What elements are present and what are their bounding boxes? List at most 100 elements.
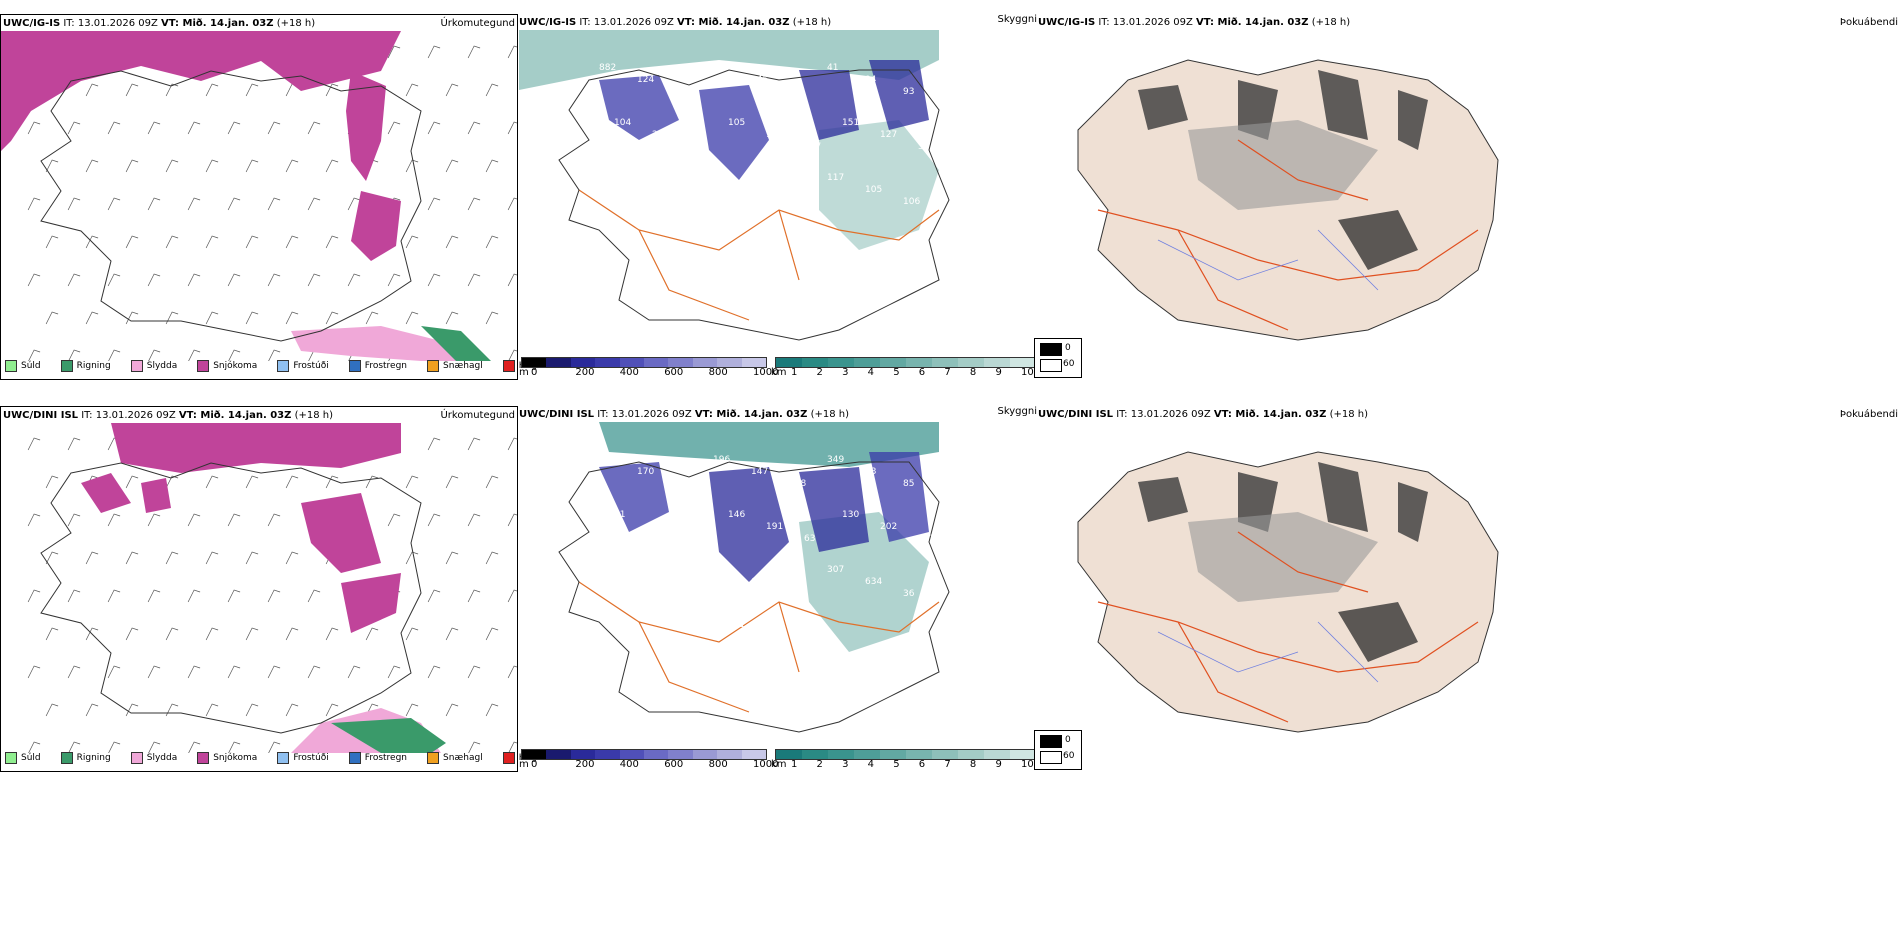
wind-barb — [285, 159, 299, 173]
wind-barb — [147, 513, 161, 527]
colorbar-tick: 200 — [575, 759, 595, 770]
colorbar-segment — [595, 750, 620, 759]
colorbar-tick: 800 — [708, 367, 728, 378]
colorbar-segment — [692, 358, 718, 367]
wind-barb — [245, 551, 259, 565]
wind-barb — [245, 83, 259, 97]
wind-barb — [147, 273, 161, 287]
colorbar-segment — [668, 750, 693, 759]
legend-swatch — [348, 360, 361, 372]
wind-barb — [107, 273, 121, 287]
wind-barb — [405, 311, 419, 325]
panel-type-title: Úrkomutegund — [440, 410, 515, 421]
wind-barb — [205, 703, 219, 717]
cloud-base-label: 196 — [713, 455, 730, 465]
cloud-base-label: 130 — [842, 510, 859, 520]
colorbar-segment — [546, 358, 571, 367]
colorbar-tick: 1000 — [753, 759, 779, 770]
fog-dark-area — [1138, 462, 1428, 542]
cloud-base-label: 264 — [652, 632, 669, 642]
visibility-ticks: km 1 2 3 4 5 6 7 8 9 10 — [771, 759, 1037, 771]
snow-area — [301, 493, 381, 573]
wind-barb — [228, 349, 241, 361]
wind-barb — [507, 197, 517, 211]
fog-swatch — [1040, 735, 1062, 748]
cloud-base-label: 154 — [614, 620, 631, 630]
cloud-base-label: 146 — [728, 510, 745, 520]
fog-panel-row2: UWC/DINI ISL IT: 13.01.2026 09Z VT: Mið.… — [1034, 406, 1900, 772]
colorbar-tick: 400 — [619, 759, 639, 770]
legend-item: Snæhagl — [427, 360, 483, 372]
cloud-panel-row1: UWC/IG-IS IT: 13.01.2026 09Z VT: Mið. 14… — [519, 14, 1037, 380]
cloud-base-label: 191 — [766, 522, 783, 532]
wind-barb — [108, 741, 121, 753]
wind-barb — [485, 703, 499, 717]
cloud-base-label: 148 — [789, 479, 806, 489]
rain-area — [331, 718, 446, 753]
colorbar-segment — [906, 358, 932, 367]
wind-barb — [68, 349, 81, 361]
wind-barb — [405, 159, 419, 173]
colorbar-tick: 600 — [664, 367, 684, 378]
wind-barb — [427, 665, 441, 679]
colorbar-segment — [644, 358, 669, 367]
wind-barb — [365, 475, 379, 489]
wind-barb — [445, 311, 459, 325]
wind-barb — [347, 197, 361, 211]
wind-barb — [325, 235, 339, 249]
wind-barb — [107, 197, 121, 211]
legend-swatch — [348, 752, 361, 764]
fog-dark-area — [1138, 70, 1428, 150]
lead-time: (+18 h) — [273, 18, 316, 29]
cloud-base-label: 82 — [652, 522, 663, 532]
colorbar-segment — [958, 358, 984, 367]
cloud-base-label: 69 — [675, 589, 687, 599]
wind-barb — [427, 45, 441, 59]
wind-barb — [427, 513, 441, 527]
cloud-base-label: 632 — [690, 534, 707, 544]
wind-barb — [467, 121, 481, 135]
cloud-base-label: 127 — [880, 130, 897, 140]
wind-barb — [205, 627, 219, 641]
wind-barb — [205, 551, 219, 565]
cloud-base-label: 157 — [804, 142, 821, 152]
wind-barb — [347, 273, 361, 287]
wind-barb — [148, 741, 161, 753]
colorbar-segment — [644, 750, 669, 759]
cloud-base-label: 632 — [789, 197, 806, 207]
wind-barb — [445, 627, 459, 641]
wind-barb — [107, 665, 121, 679]
cloud-base-colorbar — [521, 749, 767, 760]
wind-barb — [85, 311, 99, 325]
wind-barb — [45, 475, 59, 489]
wind-barb — [507, 121, 517, 135]
wind-barb — [67, 121, 81, 135]
wind-barb — [325, 311, 339, 325]
wind-barb — [227, 197, 241, 211]
cloud-base-label: 41 — [827, 63, 838, 73]
fog-swatch — [1040, 751, 1062, 764]
legend-swatch — [5, 752, 17, 764]
panel-title: UWC/IG-IS IT: 13.01.2026 09Z VT: Mið. 14… — [3, 18, 315, 29]
cloud-area — [799, 467, 869, 552]
wind-barb — [387, 45, 401, 59]
visibility-ticks: km 1 2 3 4 5 6 7 8 9 10 — [771, 367, 1037, 379]
colorbar-tick: 10 — [1021, 367, 1034, 378]
legend-item: Slydda — [130, 752, 177, 764]
fog-dark-area — [1338, 210, 1418, 270]
cloud-base-labels: 882 124 125 279 145 24 41 94 93 104 25 87 105 189 157 1… — [599, 63, 930, 207]
legend-swatch — [130, 360, 143, 372]
wind-barb — [147, 589, 161, 603]
cloud-base-label: 392 — [637, 185, 654, 195]
precip-panel-row1: UWC/IG-IS IT: 13.01.2026 09Z VT: Mið. 14… — [0, 14, 547, 380]
wind-barb — [45, 703, 59, 717]
wind-barb — [187, 589, 201, 603]
wind-barb — [125, 551, 139, 565]
cloud-map-row2: 357 170 127 196 147 148 349 73 85 91 82 632 146 191 63… — [558, 422, 950, 733]
wind-barb — [28, 349, 41, 361]
colorbar-segment — [880, 358, 906, 367]
wind-barb — [445, 159, 459, 173]
visibility-area — [819, 120, 939, 250]
colorbar-tick: 0 — [531, 759, 538, 770]
cloud-base-label: 634 — [865, 577, 882, 587]
